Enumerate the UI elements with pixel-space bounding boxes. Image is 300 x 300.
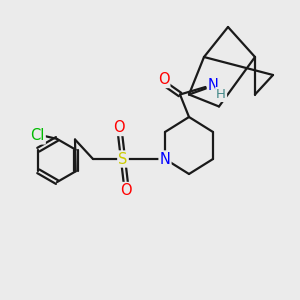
Text: H: H [216, 88, 226, 101]
Text: N: N [208, 78, 219, 93]
Text: S: S [118, 152, 128, 166]
Text: Cl: Cl [30, 128, 45, 143]
Text: O: O [113, 120, 124, 135]
Text: O: O [120, 183, 132, 198]
Text: N: N [160, 152, 170, 166]
Text: O: O [158, 72, 169, 87]
